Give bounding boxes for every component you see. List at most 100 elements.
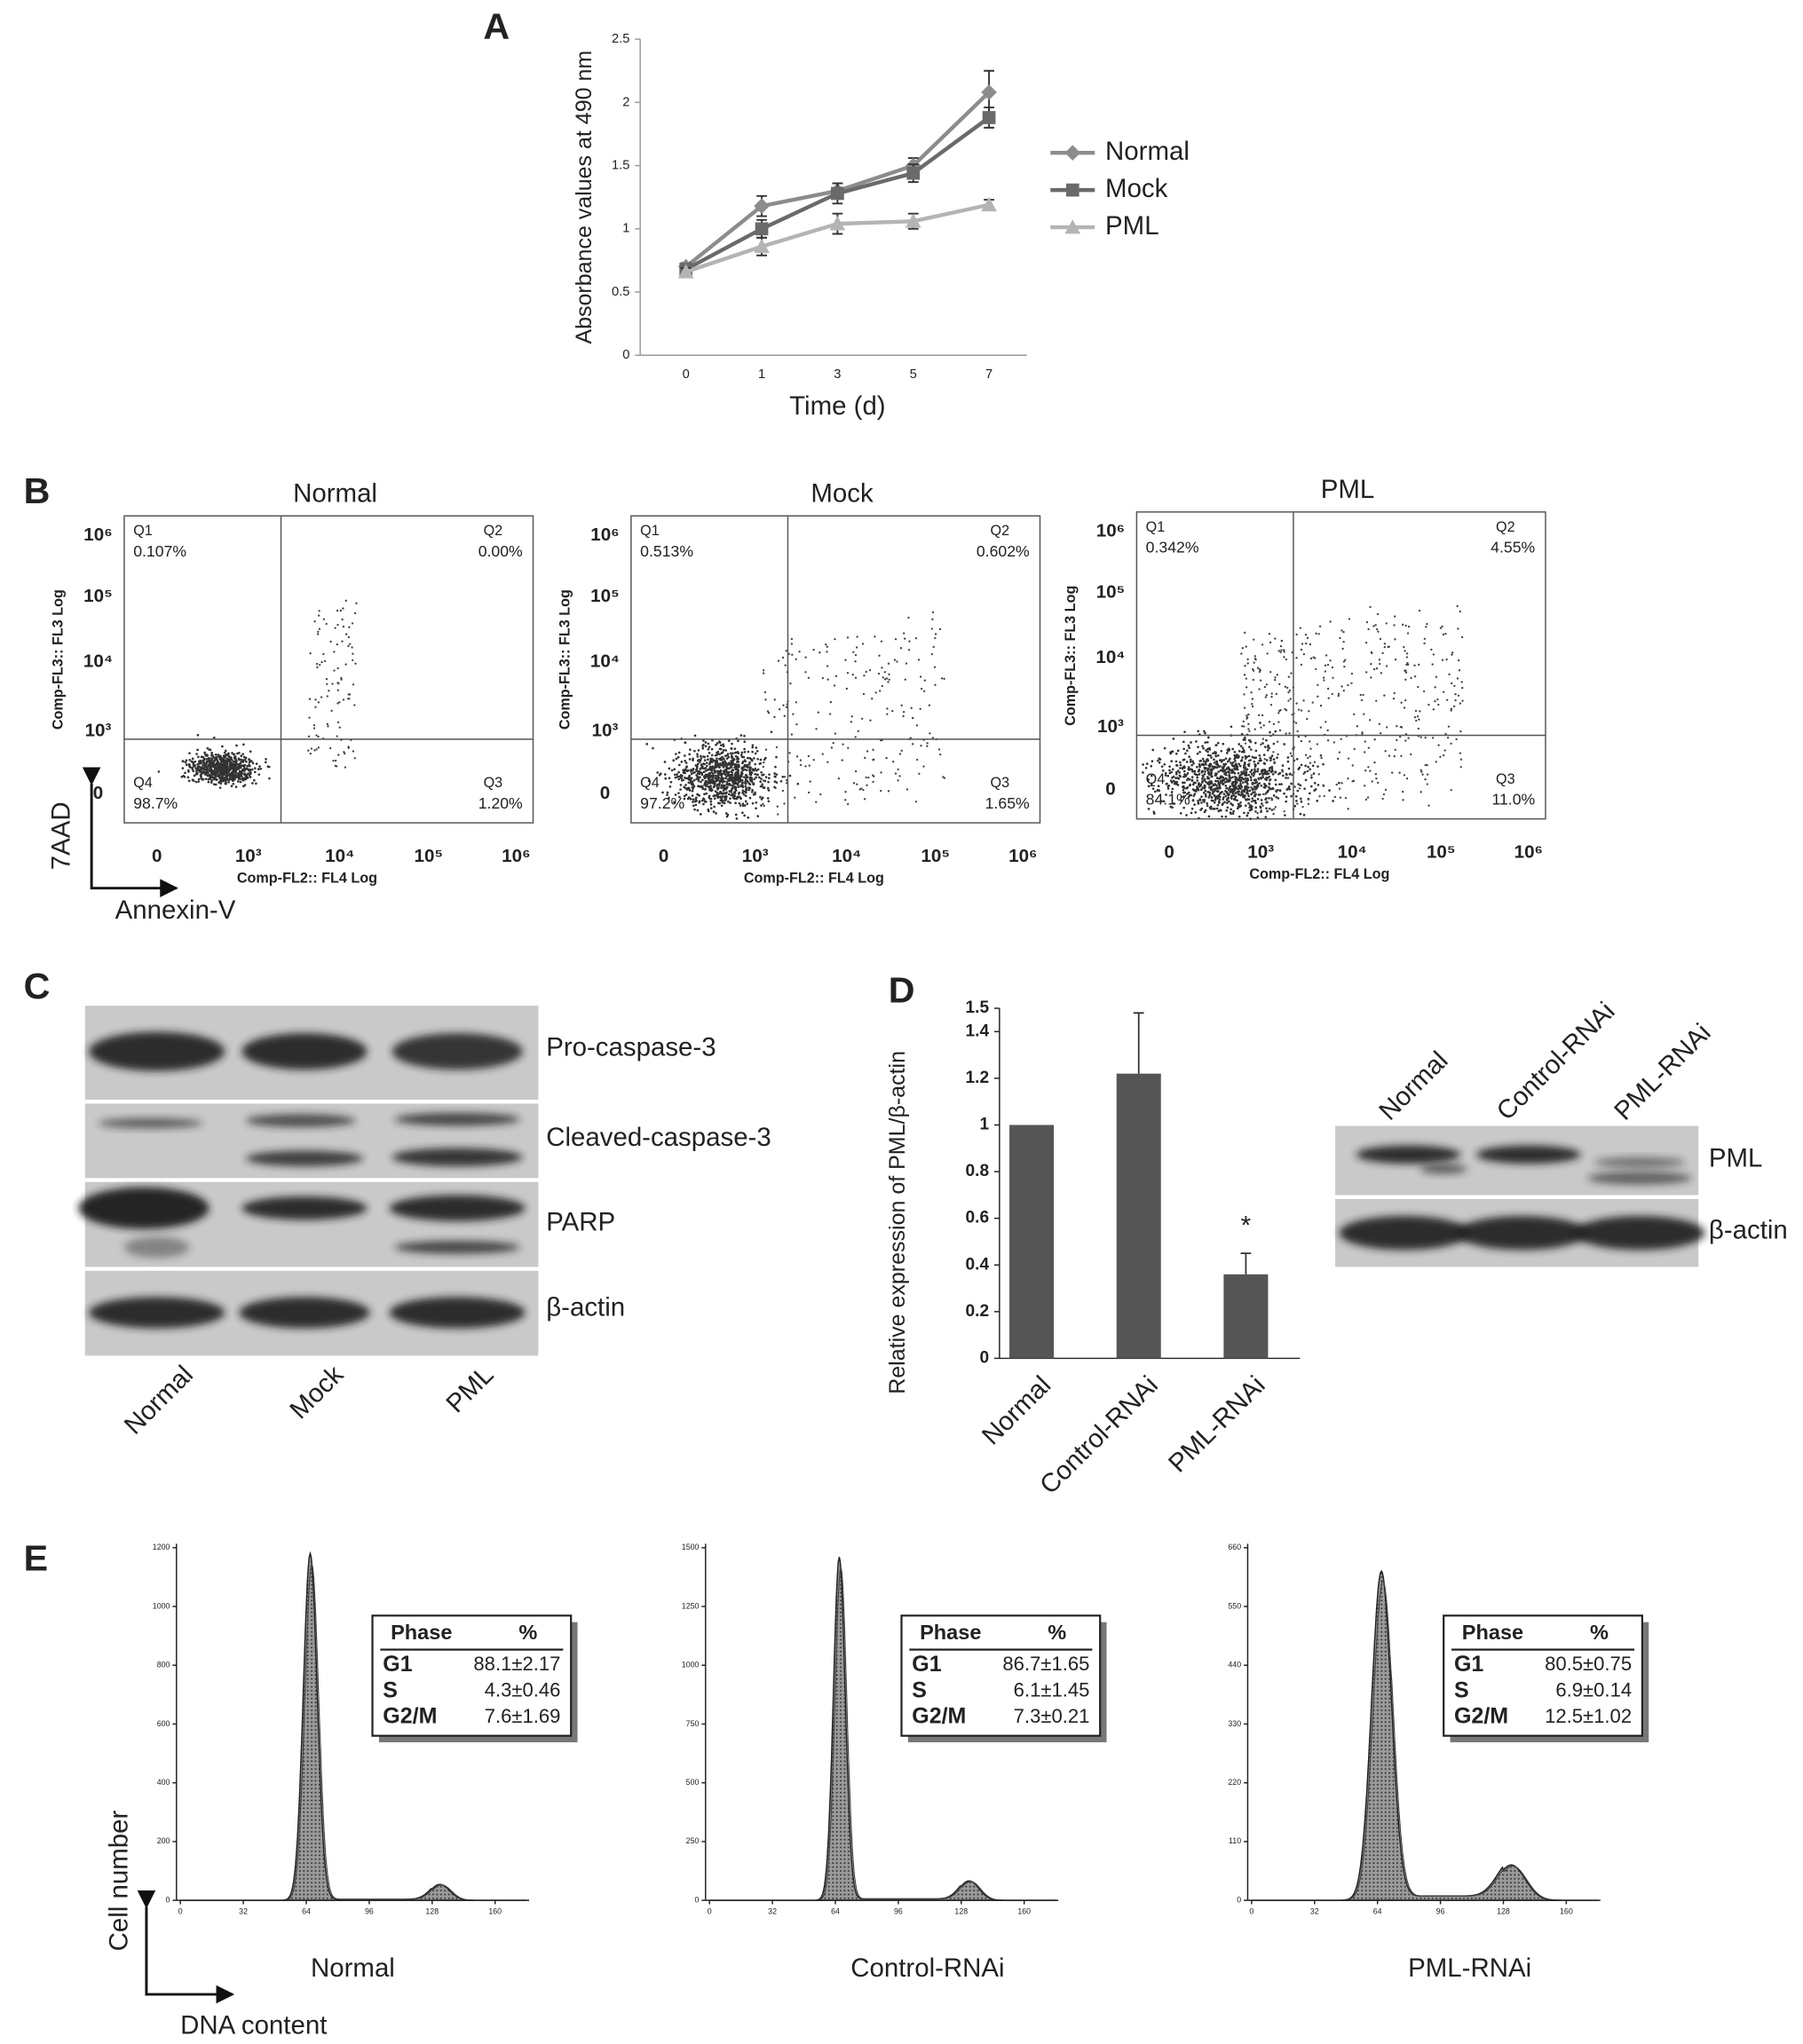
event-dot — [755, 773, 759, 777]
event-dot — [1239, 787, 1242, 791]
event-dot — [1265, 694, 1268, 697]
event-dot — [1339, 636, 1341, 640]
event-dot — [307, 735, 311, 738]
event-dot — [1190, 741, 1192, 744]
event-dot — [1176, 784, 1180, 786]
event-dot — [774, 775, 777, 778]
lane-label: Normal — [1373, 1046, 1453, 1125]
point — [982, 111, 996, 124]
event-dot — [313, 620, 316, 623]
event-dot — [1216, 777, 1220, 780]
event-dot — [669, 780, 673, 784]
event-dot — [246, 776, 249, 779]
event-dot — [728, 774, 731, 777]
event-dot — [856, 783, 858, 785]
event-dot — [1182, 781, 1184, 785]
event-dot — [336, 609, 339, 612]
event-dot — [886, 707, 889, 710]
event-dot — [1240, 776, 1244, 779]
event-dot — [352, 750, 355, 753]
event-dot — [1385, 622, 1388, 625]
event-dot — [1270, 809, 1274, 811]
event-dot — [1286, 756, 1290, 759]
event-dot — [1231, 761, 1235, 764]
event-dot — [266, 765, 270, 768]
event-dot — [210, 760, 213, 762]
event-dot — [728, 790, 731, 793]
event-dot — [928, 704, 931, 706]
event-dot — [748, 761, 751, 764]
event-dot — [1242, 738, 1245, 741]
event-dot — [756, 768, 760, 771]
event-dot — [732, 757, 736, 761]
event-dot — [193, 774, 196, 777]
event-dot — [1287, 691, 1290, 694]
event-dot — [868, 668, 872, 672]
event-dot — [1258, 782, 1261, 785]
legend-label: Mock — [1105, 174, 1168, 203]
event-dot — [255, 762, 258, 765]
event-dot — [1370, 676, 1372, 679]
event-dot — [740, 778, 744, 782]
event-dot — [1299, 812, 1302, 816]
event-dot — [1189, 784, 1191, 786]
event-dot — [1262, 724, 1265, 727]
event-dot — [1296, 802, 1299, 805]
event-dot — [733, 747, 737, 750]
event-dot — [1394, 658, 1397, 661]
event-dot — [747, 762, 751, 766]
event-dot — [1248, 809, 1252, 812]
event-dot — [1179, 767, 1182, 769]
event-dot — [1306, 636, 1309, 640]
event-dot — [883, 678, 887, 681]
event-dot — [1245, 783, 1249, 785]
event-dot — [759, 795, 762, 799]
event-dot — [249, 776, 252, 778]
event-dot — [684, 762, 688, 764]
plot-title: Normal — [311, 1953, 395, 1983]
event-dot — [1175, 764, 1178, 767]
event-dot — [753, 769, 755, 772]
event-dot — [1302, 772, 1305, 776]
event-dot — [677, 751, 681, 754]
event-dot — [817, 711, 819, 714]
event-dot — [1405, 777, 1409, 780]
event-dot — [736, 782, 739, 785]
event-dot — [702, 797, 705, 801]
event-dot — [712, 759, 715, 762]
event-dot — [1291, 714, 1293, 716]
event-dot — [842, 743, 844, 746]
event-dot — [727, 739, 731, 742]
event-dot — [1186, 749, 1189, 753]
event-dot — [716, 791, 719, 794]
event-dot — [1322, 784, 1325, 787]
event-dot — [1230, 725, 1233, 729]
event-dot — [695, 766, 699, 769]
flow-plot: Q10.513%Q20.602%Q31.65%Q497.2%Mock010³10… — [558, 479, 1041, 887]
event-dot — [846, 802, 850, 806]
event-dot — [1337, 694, 1340, 698]
event-dot — [755, 749, 759, 753]
event-dot — [1283, 809, 1285, 813]
event-dot — [214, 765, 217, 769]
event-dot — [226, 753, 230, 756]
y-tick-label: 0.5 — [612, 285, 629, 299]
y-axis-label: Comp-FL3:: FL3 Log — [51, 589, 67, 730]
event-dot — [240, 758, 242, 762]
event-dot — [1405, 652, 1409, 655]
event-dot — [752, 783, 755, 786]
event-dot — [885, 677, 889, 680]
event-dot — [1461, 699, 1464, 702]
event-dot — [764, 698, 767, 701]
event-dot — [1274, 730, 1277, 733]
event-dot — [1325, 721, 1327, 723]
event-dot — [674, 776, 677, 779]
event-dot — [1410, 753, 1412, 756]
event-dot — [1150, 764, 1153, 768]
event-dot — [1191, 788, 1195, 791]
event-dot — [673, 768, 676, 771]
event-dot — [880, 640, 883, 643]
event-dot — [1270, 769, 1274, 772]
event-dot — [886, 713, 889, 715]
event-dot — [739, 804, 742, 807]
